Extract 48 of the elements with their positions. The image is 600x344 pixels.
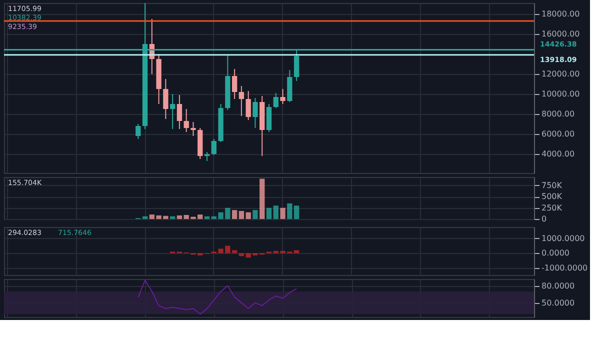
bar [287, 203, 292, 219]
y-tick-label: 12000.00 [542, 70, 580, 78]
bar [294, 206, 300, 219]
candlestick [232, 68, 238, 100]
y-tick-label: 6000.00 [542, 130, 575, 138]
y-tick-label: 4000.00 [542, 150, 575, 158]
y-tick-label: 50.0000 [542, 298, 575, 308]
y-tick-label: 0 [542, 214, 547, 224]
y-tick-label: 80.0000 [542, 281, 575, 290]
y-tick-label: 18000.00 [542, 10, 580, 18]
bar [204, 216, 210, 219]
candlestick [211, 138, 216, 156]
bar [238, 253, 244, 256]
bar [176, 215, 182, 219]
candlestick [266, 104, 272, 132]
candlestick [190, 122, 196, 136]
candlestick [287, 70, 292, 102]
bar [232, 210, 238, 219]
candlestick [273, 92, 278, 108]
bar [170, 216, 176, 219]
candlestick [246, 90, 251, 120]
y-tick-label: 750K [542, 180, 563, 190]
bar [294, 250, 300, 254]
y-tick-label: 500K [542, 192, 563, 202]
candlestick [136, 124, 141, 140]
bar [252, 210, 258, 219]
candlestick [163, 78, 168, 120]
y-tick-label: -1000.0000 [542, 264, 588, 273]
candlestick [252, 98, 258, 128]
bar [273, 206, 278, 219]
candlestick [170, 94, 176, 130]
bar [246, 212, 251, 219]
bar [260, 178, 265, 219]
y-tick-label: 16000.00 [542, 30, 580, 38]
bar [142, 216, 148, 219]
y-tick-label: 1000.0000 [542, 234, 585, 243]
y-tick-label: 250K [542, 203, 563, 212]
y-tick-label: 0.0000 [542, 248, 570, 258]
y-tick-label: 10000.00 [542, 90, 580, 98]
bar [238, 210, 244, 219]
candlestick [176, 94, 182, 130]
line-series [138, 280, 298, 315]
bar [280, 208, 286, 219]
candlestick [238, 86, 244, 116]
y-tick-label: 8000.00 [542, 110, 575, 118]
candlestick [184, 108, 189, 132]
candlestick [280, 88, 286, 104]
bar [266, 208, 272, 219]
